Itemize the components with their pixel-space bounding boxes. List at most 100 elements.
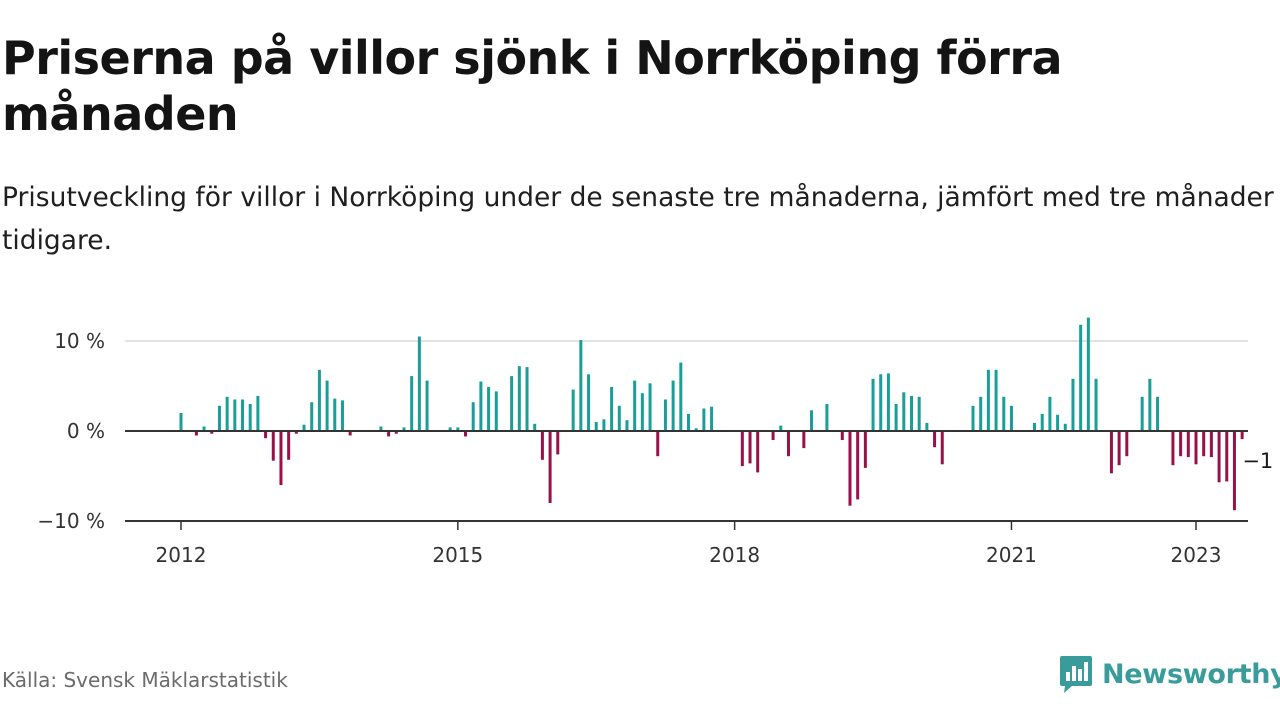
bar [287, 431, 291, 460]
bar [863, 431, 867, 468]
bar [1117, 431, 1121, 466]
newsworthy-logo-icon [1060, 656, 1092, 693]
bar [233, 399, 237, 431]
bar [1048, 396, 1052, 431]
bar [417, 336, 421, 431]
bar [179, 413, 183, 431]
bar [671, 380, 675, 431]
bar [786, 431, 790, 457]
bar [648, 383, 652, 431]
bar [1202, 431, 1206, 457]
x-tick-label: 2018 [709, 543, 760, 567]
bar [663, 399, 667, 431]
bar [402, 427, 406, 431]
bar [825, 404, 829, 431]
bar [802, 431, 806, 449]
bar [556, 431, 560, 455]
bar [241, 399, 245, 431]
bar [986, 369, 990, 431]
bar [494, 391, 498, 431]
last-value-label: −1 % [1242, 449, 1280, 473]
bar [317, 369, 321, 431]
bar [587, 374, 591, 431]
bar [294, 431, 298, 434]
bar [579, 340, 583, 431]
bar [1125, 431, 1129, 457]
y-tick-label: −10 % [37, 509, 105, 533]
bar [1232, 431, 1236, 511]
bar [348, 431, 352, 436]
bar [264, 431, 268, 439]
axes [125, 430, 1248, 530]
x-tick-label: 2012 [156, 543, 207, 567]
bar [917, 396, 921, 431]
bar [940, 431, 944, 465]
bar [194, 431, 198, 436]
bar [856, 431, 860, 500]
bar [933, 431, 937, 448]
bar [279, 431, 283, 485]
bar [656, 431, 660, 457]
bar [925, 422, 929, 431]
bar [902, 392, 906, 431]
bar [540, 431, 544, 460]
bar [548, 431, 552, 503]
bar [1179, 431, 1183, 457]
bar [756, 431, 760, 473]
bar [886, 373, 890, 431]
bar [994, 369, 998, 431]
bar [840, 431, 844, 440]
bar [479, 381, 483, 431]
bar [202, 426, 206, 431]
bar [1033, 422, 1037, 431]
bar [387, 431, 391, 437]
bar [487, 386, 491, 431]
bar [1194, 431, 1198, 465]
bar [979, 396, 983, 431]
bar [1217, 431, 1221, 483]
bar [310, 402, 314, 431]
bar [225, 396, 229, 431]
brand-logo[interactable]: Newsworthy [1058, 652, 1280, 696]
bar [1079, 324, 1083, 431]
bar [1140, 396, 1144, 431]
bar [810, 410, 814, 431]
bar [871, 378, 875, 431]
bar [1063, 423, 1067, 431]
bar [625, 420, 629, 431]
bar [1186, 431, 1190, 458]
x-tick-label: 2023 [1171, 543, 1222, 567]
bar [248, 404, 252, 431]
bar [594, 422, 598, 431]
bar [602, 419, 606, 431]
brand-name: Newsworthy [1102, 658, 1280, 690]
bar [1209, 431, 1213, 458]
bar [779, 425, 783, 431]
bar [1109, 431, 1113, 474]
source-note: Källa: Svensk Mäklarstatistik [2, 668, 288, 692]
bar [210, 431, 214, 434]
chart-subtitle: Prisutveckling för villor i Norrköping u… [2, 182, 1274, 256]
bar [340, 400, 344, 431]
bar [533, 423, 537, 431]
bar [771, 431, 775, 440]
bar [894, 404, 898, 431]
bar [687, 413, 690, 431]
bar [333, 398, 337, 431]
bar [410, 376, 414, 431]
last-value-label-halo: −1 % [1242, 449, 1280, 473]
bar [517, 366, 521, 431]
bar [525, 367, 529, 431]
bar [740, 431, 744, 467]
bar [571, 389, 575, 431]
bar [1171, 431, 1175, 466]
bar [748, 431, 752, 464]
bar [879, 374, 883, 431]
bar [1094, 378, 1098, 431]
bar [702, 408, 706, 431]
bar [1071, 378, 1075, 431]
bar [448, 427, 452, 431]
chart-title: Priserna på villor sjönk i Norrköping fö… [2, 31, 1063, 141]
